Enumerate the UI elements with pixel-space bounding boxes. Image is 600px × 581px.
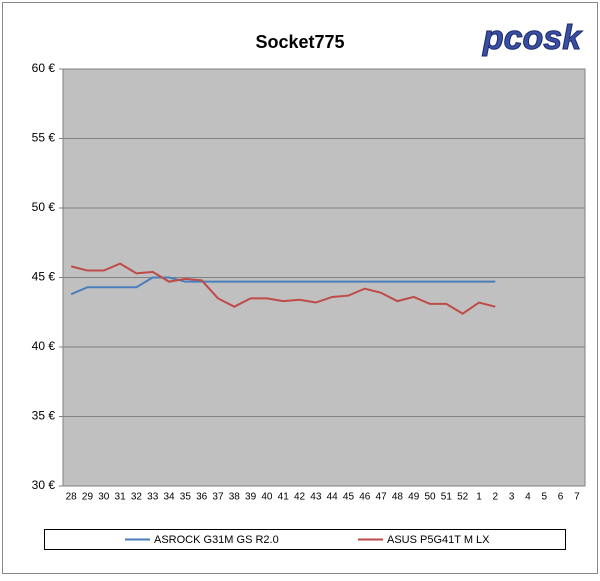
y-tick-label: 35 € <box>32 409 56 423</box>
x-tick-label: 33 <box>147 492 159 503</box>
y-tick-label: 50 € <box>32 200 56 214</box>
logo: pcosk <box>482 19 583 57</box>
y-tick-label: 55 € <box>32 131 56 145</box>
x-tick-label: 36 <box>196 492 208 503</box>
x-tick-label: 42 <box>294 492 306 503</box>
x-tick-label: 35 <box>180 492 192 503</box>
x-tick-label: 51 <box>441 492 453 503</box>
series-line <box>70 262 496 315</box>
x-tick-label: 3 <box>509 492 515 503</box>
x-tick-label: 1 <box>476 492 482 503</box>
x-tick-label: 52 <box>457 492 469 503</box>
x-tick-label: 43 <box>310 492 322 503</box>
y-tick-label: 40 € <box>32 339 56 353</box>
x-tick-label: 44 <box>327 492 339 503</box>
x-tick-label: 37 <box>212 492 224 503</box>
x-tick-label: 40 <box>261 492 273 503</box>
x-tick-label: 4 <box>525 492 531 503</box>
x-tick-label: 7 <box>574 492 580 503</box>
legend-label: ASUS P5G41T M LX <box>387 534 490 546</box>
x-tick-label: 50 <box>424 492 436 503</box>
series-line <box>70 276 496 296</box>
x-tick-label: 31 <box>115 492 127 503</box>
legend-label: ASROCK G31M GS R2.0 <box>154 534 279 546</box>
x-tick-label: 29 <box>82 492 94 503</box>
x-tick-label: 34 <box>163 492 175 503</box>
x-tick-label: 32 <box>131 492 143 503</box>
x-tick-label: 38 <box>229 492 241 503</box>
x-tick-label: 41 <box>278 492 290 503</box>
x-tick-label: 48 <box>392 492 404 503</box>
y-tick-label: 30 € <box>32 478 56 492</box>
x-tick-label: 46 <box>359 492 371 503</box>
x-tick-label: 49 <box>408 492 420 503</box>
x-tick-label: 47 <box>376 492 388 503</box>
legend <box>44 529 566 550</box>
x-tick-label: 45 <box>343 492 355 503</box>
x-tick-label: 39 <box>245 492 257 503</box>
x-tick-label: 5 <box>541 492 547 503</box>
x-tick-label: 28 <box>66 492 78 503</box>
x-tick-label: 30 <box>98 492 110 503</box>
y-tick-label: 60 € <box>32 61 56 75</box>
y-tick-label: 45 € <box>32 270 56 284</box>
chart-title: Socket775 <box>255 32 344 52</box>
x-tick-label: 2 <box>493 492 499 503</box>
x-tick-label: 6 <box>558 492 564 503</box>
